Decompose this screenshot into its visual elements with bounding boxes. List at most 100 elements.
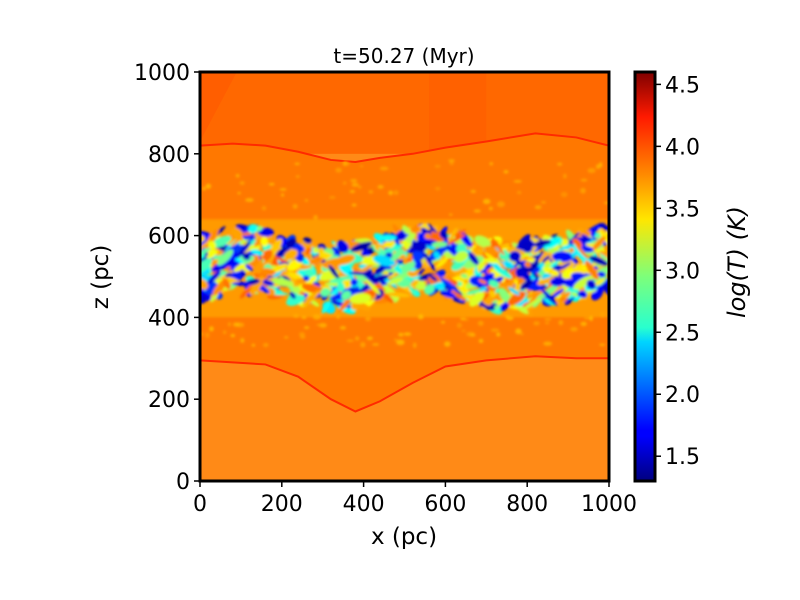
clump xyxy=(574,243,588,259)
filament xyxy=(301,316,307,319)
clump xyxy=(200,238,213,254)
clump xyxy=(431,241,448,248)
clump xyxy=(372,255,396,267)
clump xyxy=(328,264,339,279)
clump xyxy=(584,260,599,280)
clump xyxy=(550,277,566,287)
clump xyxy=(413,259,423,270)
clump xyxy=(476,248,484,256)
filament xyxy=(301,336,305,340)
clump xyxy=(200,294,208,304)
clump xyxy=(310,299,320,307)
clump xyxy=(548,288,564,300)
filament xyxy=(599,311,606,317)
filament xyxy=(295,175,300,178)
clump xyxy=(524,261,531,268)
clump xyxy=(377,234,397,241)
clump xyxy=(386,277,403,286)
filament xyxy=(560,191,568,198)
filament xyxy=(372,343,380,346)
filament xyxy=(237,191,241,195)
clump xyxy=(227,263,242,281)
clump xyxy=(339,295,353,312)
filament xyxy=(563,173,567,179)
y-tick-label: 0 xyxy=(176,470,190,495)
clump xyxy=(589,255,608,266)
clump xyxy=(459,266,476,283)
x-tick-label: 1000 xyxy=(581,492,637,517)
filament xyxy=(456,322,463,329)
clump xyxy=(477,262,485,270)
filament xyxy=(351,182,359,187)
clump xyxy=(217,249,234,266)
filament xyxy=(240,338,245,343)
filament xyxy=(434,164,441,168)
clump xyxy=(422,250,436,272)
clump xyxy=(211,259,233,272)
filament xyxy=(541,201,546,204)
clump xyxy=(341,290,352,300)
filament xyxy=(599,343,606,346)
filament xyxy=(205,183,212,189)
clump xyxy=(528,288,546,305)
clump xyxy=(439,277,459,293)
filament xyxy=(388,190,394,196)
filament xyxy=(329,196,336,199)
filament xyxy=(473,209,481,213)
clump xyxy=(303,237,312,244)
clump xyxy=(336,240,349,253)
clump xyxy=(550,261,559,268)
halo-streak xyxy=(429,72,487,154)
clump xyxy=(535,239,552,246)
clump xyxy=(350,241,373,253)
filament xyxy=(351,203,357,207)
filament xyxy=(482,198,491,205)
clump xyxy=(401,225,412,236)
clump xyxy=(424,233,431,239)
clump xyxy=(508,287,520,296)
x-tick-label: 200 xyxy=(261,492,303,517)
filament xyxy=(313,214,318,221)
clump xyxy=(250,249,264,256)
filament xyxy=(403,332,412,336)
filament xyxy=(444,341,451,347)
colorbar-tick-label: 1.5 xyxy=(665,445,700,470)
filament xyxy=(557,162,563,166)
filament xyxy=(360,342,366,348)
filament xyxy=(470,189,477,193)
x-tick-label: 600 xyxy=(424,492,466,517)
clump xyxy=(541,288,558,306)
y-tick-label: 800 xyxy=(148,143,190,168)
clump xyxy=(386,292,411,298)
clump xyxy=(451,290,467,302)
clump xyxy=(207,270,221,285)
y-axis-ticks: 0 200 400 600 800 1000 xyxy=(134,61,200,495)
clump xyxy=(248,224,258,234)
clump xyxy=(245,264,253,272)
clump xyxy=(543,237,561,249)
filament xyxy=(461,329,466,332)
clump xyxy=(411,240,427,252)
clump xyxy=(236,241,252,259)
filament xyxy=(533,321,540,326)
clump xyxy=(474,235,491,248)
clump xyxy=(320,288,331,297)
filament xyxy=(496,332,501,337)
filament xyxy=(496,201,505,208)
clump xyxy=(249,276,264,296)
clump xyxy=(498,287,511,303)
filament xyxy=(534,205,542,210)
clump xyxy=(298,265,312,270)
clump xyxy=(222,278,231,290)
y-axis-label: z (pc) xyxy=(88,245,114,310)
filament xyxy=(304,199,309,202)
filament xyxy=(222,330,227,335)
clump xyxy=(337,281,345,293)
clump xyxy=(312,247,319,254)
filament xyxy=(515,328,522,335)
colorbar-tick-label: 3.5 xyxy=(665,197,700,222)
filament xyxy=(478,338,484,343)
clump xyxy=(306,255,311,262)
filament xyxy=(239,181,245,185)
